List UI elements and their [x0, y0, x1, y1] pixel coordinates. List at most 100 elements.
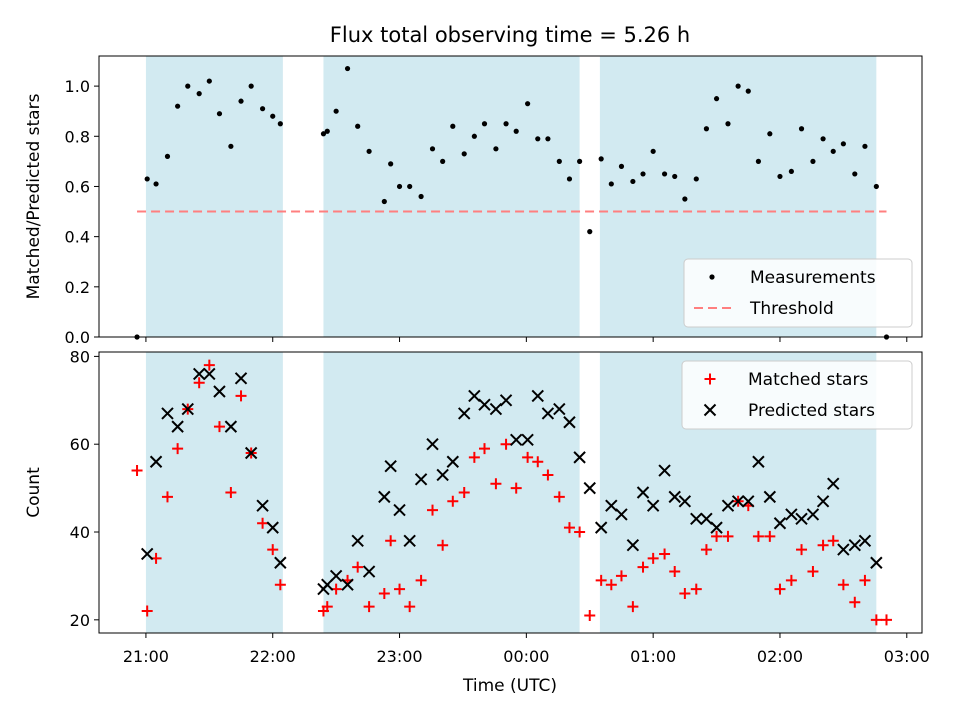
data-point	[858, 534, 872, 548]
data-point	[161, 491, 173, 503]
data-point	[870, 614, 882, 626]
data-point	[172, 443, 184, 455]
data-point	[140, 547, 154, 561]
data-point	[329, 569, 343, 583]
data-point	[213, 385, 226, 398]
data-point	[274, 579, 286, 591]
data-point	[468, 451, 480, 463]
data-point	[164, 153, 171, 159]
data-point	[630, 178, 636, 185]
data-point	[615, 570, 627, 582]
data-point	[394, 583, 406, 595]
x-axis-label: Time (UTC)	[462, 676, 557, 696]
data-point	[490, 478, 502, 490]
data-point	[563, 416, 576, 429]
data-point	[573, 451, 586, 464]
data-point	[153, 181, 159, 187]
data-point	[764, 530, 776, 542]
data-point	[577, 158, 583, 164]
data-point	[415, 574, 427, 586]
data-point	[637, 561, 649, 573]
data-point	[513, 128, 519, 134]
data-point	[668, 490, 681, 504]
legend-box	[683, 258, 913, 328]
data-point	[388, 161, 394, 167]
data-point	[798, 126, 805, 132]
data-point	[735, 83, 741, 89]
data-point	[837, 543, 850, 556]
data-point	[752, 455, 765, 468]
data-point	[584, 609, 596, 621]
data-point	[385, 535, 397, 547]
data-point	[468, 389, 481, 403]
data-point	[437, 539, 449, 551]
data-point	[213, 421, 225, 433]
data-point	[404, 601, 416, 613]
data-point	[320, 131, 327, 137]
data-point	[378, 587, 390, 599]
data-point	[777, 173, 783, 180]
data-point	[267, 544, 279, 556]
data-point	[509, 433, 523, 447]
axes-frame	[98, 351, 923, 634]
legend-label: Measurements	[750, 268, 876, 288]
data-point	[837, 579, 849, 591]
data-point	[407, 183, 413, 190]
series-measurements	[134, 65, 890, 340]
data-point	[224, 420, 238, 433]
data-point	[880, 614, 892, 626]
data-point	[682, 196, 688, 202]
data-point	[605, 579, 617, 591]
data-point	[553, 402, 566, 416]
data-point	[175, 103, 181, 109]
data-point	[817, 539, 829, 551]
data-point	[598, 156, 604, 162]
data-point	[830, 148, 836, 154]
observing-window-1	[323, 352, 580, 633]
data-point	[234, 372, 248, 385]
data-point	[636, 486, 650, 499]
observing-window-0	[145, 56, 283, 337]
data-point	[366, 148, 372, 154]
data-point	[745, 88, 751, 94]
data-point	[235, 390, 247, 402]
data-point	[647, 552, 659, 564]
series-matched-stars	[131, 359, 892, 626]
data-point	[849, 596, 861, 608]
data-point	[820, 136, 826, 142]
data-point	[669, 566, 681, 578]
data-point	[450, 123, 456, 129]
data-point	[324, 128, 330, 134]
x-tick-label: 02:00	[757, 647, 803, 666]
data-point	[795, 512, 808, 526]
data-point	[700, 544, 712, 556]
data-point	[344, 65, 351, 72]
data-point	[563, 522, 575, 534]
data-point	[447, 495, 459, 507]
y-tick-label: 1.0	[65, 77, 90, 96]
data-point	[171, 420, 184, 433]
legend-label: Predicted stars	[748, 401, 875, 421]
data-point	[525, 101, 531, 107]
ratio-panel: 0.0 0.2 0.4 0.6 0.8 1.0 Matched/Predicted star…	[24, 55, 923, 347]
data-point	[256, 499, 269, 512]
data-point	[640, 171, 646, 177]
data-point	[244, 446, 258, 460]
legend-swatch	[703, 403, 717, 417]
data-point	[816, 495, 830, 508]
data-point	[274, 556, 287, 569]
data-point	[206, 78, 212, 84]
data-point	[659, 548, 671, 560]
data-point	[752, 530, 764, 542]
x-tick-label: 23:00	[376, 647, 422, 666]
data-point	[679, 587, 691, 599]
data-point	[396, 183, 403, 190]
data-point	[678, 495, 692, 508]
data-point	[458, 407, 471, 420]
data-point	[446, 455, 460, 468]
data-point	[852, 171, 858, 177]
data-point	[672, 173, 678, 180]
data-point	[721, 499, 735, 512]
data-point	[522, 451, 534, 463]
data-point	[333, 108, 339, 114]
